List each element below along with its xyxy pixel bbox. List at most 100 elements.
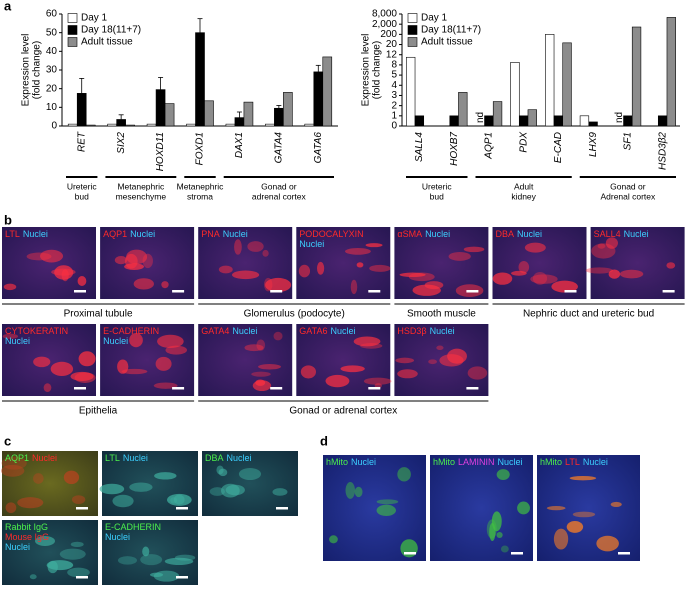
bar xyxy=(283,92,293,127)
y-tick-label: 4 xyxy=(391,80,397,91)
tissue-signal xyxy=(500,545,509,553)
bar xyxy=(195,32,205,127)
label-part: DBA xyxy=(496,229,515,239)
bar xyxy=(125,124,135,127)
tile-label: PNA Nuclei xyxy=(201,229,248,239)
label-part: LTL xyxy=(565,457,580,467)
tissue-signal xyxy=(344,248,371,255)
scale-bar xyxy=(511,552,523,555)
tissue-signal xyxy=(140,554,163,566)
tissue-signal xyxy=(173,494,185,505)
tissue-signal xyxy=(238,468,262,481)
tissue-signal xyxy=(74,372,96,383)
tile-label: GATA6 Nuclei xyxy=(299,326,355,336)
tissue-signal xyxy=(165,345,187,355)
scale-bar xyxy=(404,552,416,555)
tissue-signal xyxy=(17,497,44,509)
tile-label: hMito LTL Nuclei xyxy=(540,457,608,467)
scale-bar xyxy=(270,387,283,390)
scale-bar xyxy=(76,576,88,579)
y-axis-label: Expression level xyxy=(21,34,32,107)
tissue-signal xyxy=(597,243,606,249)
tissue-signal xyxy=(47,560,58,574)
bar xyxy=(313,71,324,127)
legend-swatch xyxy=(407,37,418,47)
group-label: bud xyxy=(75,191,89,201)
tissue-signal xyxy=(325,374,350,388)
tile-label: Mouse IgG xyxy=(5,532,49,542)
tissue-signal xyxy=(369,264,391,272)
scale-bar xyxy=(74,387,86,390)
x-tick-label: PDX xyxy=(518,132,529,153)
bar xyxy=(204,100,214,127)
legend-label: Day 18(11+7) xyxy=(81,25,141,36)
micrograph xyxy=(2,520,98,585)
tissue-signal xyxy=(129,482,153,492)
label-part: Nuclei xyxy=(498,457,523,467)
tissue-signal xyxy=(412,284,441,296)
y-tick-label: 5 xyxy=(391,70,397,81)
micrograph xyxy=(2,451,98,516)
tissue-signal xyxy=(428,359,437,365)
tissue-signal xyxy=(353,336,381,347)
bar xyxy=(304,123,315,127)
label-part: hMito xyxy=(540,457,562,467)
label-part: E-CADHERIN xyxy=(103,326,159,336)
y-tick-label: 1 xyxy=(391,110,397,121)
tissue-signal xyxy=(395,357,415,364)
tissue-signal xyxy=(363,377,392,385)
bar xyxy=(657,115,668,127)
tissue-signal xyxy=(408,272,435,282)
tissue-signal xyxy=(374,383,382,389)
scale-bar xyxy=(172,387,185,390)
label-part: Nuclei xyxy=(299,239,324,249)
label-part: HSD3β xyxy=(397,326,426,336)
scale-bar xyxy=(74,290,86,293)
tissue-signal xyxy=(517,501,530,515)
label-part: hMito xyxy=(433,457,455,467)
tissue-signal xyxy=(553,528,569,550)
tissue-signal xyxy=(608,269,621,279)
tissue-signal xyxy=(63,470,80,485)
x-tick-label: DAX1 xyxy=(234,132,245,158)
scale-bar xyxy=(176,507,188,510)
scale-bar xyxy=(368,290,381,293)
y-axis-label: (fold change) xyxy=(372,41,383,99)
y-tick-label: 8,000 xyxy=(372,9,397,20)
scale-bar xyxy=(76,507,88,510)
bar xyxy=(85,124,96,127)
tissue-signal xyxy=(262,249,269,257)
group-caption: Proximal tubule xyxy=(64,309,133,320)
tissue-signal xyxy=(154,472,177,480)
y-tick-label: 60 xyxy=(46,9,58,20)
label-part: Nuclei xyxy=(232,326,257,336)
tissue-signal xyxy=(619,269,644,279)
group-label: Metanephric xyxy=(117,181,165,191)
tissue-signal xyxy=(43,383,52,393)
tissue-signal xyxy=(340,365,365,373)
label-part: LTL xyxy=(105,453,120,463)
bar xyxy=(155,89,166,127)
micrograph xyxy=(430,455,533,561)
tissue-signal xyxy=(99,483,125,495)
tissue-signal xyxy=(129,333,143,348)
tissue-signal xyxy=(117,359,129,374)
legend-swatch xyxy=(67,37,78,47)
bar xyxy=(588,121,598,127)
label-part: Nuclei xyxy=(223,229,248,239)
group-caption: Gonad or adrenal cortex xyxy=(289,406,397,417)
tissue-signal xyxy=(2,333,18,339)
tissue-signal xyxy=(142,546,150,557)
tissue-signal xyxy=(365,243,383,248)
tile-label: E-CADHERIN xyxy=(103,326,159,336)
tissue-signal xyxy=(252,380,272,392)
tissue-signal xyxy=(155,356,172,371)
tissue-signal xyxy=(40,249,64,263)
tissue-signal xyxy=(126,249,148,265)
micrograph xyxy=(102,520,198,585)
tissue-signal xyxy=(71,495,86,504)
tissue-signal xyxy=(218,265,233,274)
bar xyxy=(322,56,333,127)
tissue-signal xyxy=(399,272,426,277)
